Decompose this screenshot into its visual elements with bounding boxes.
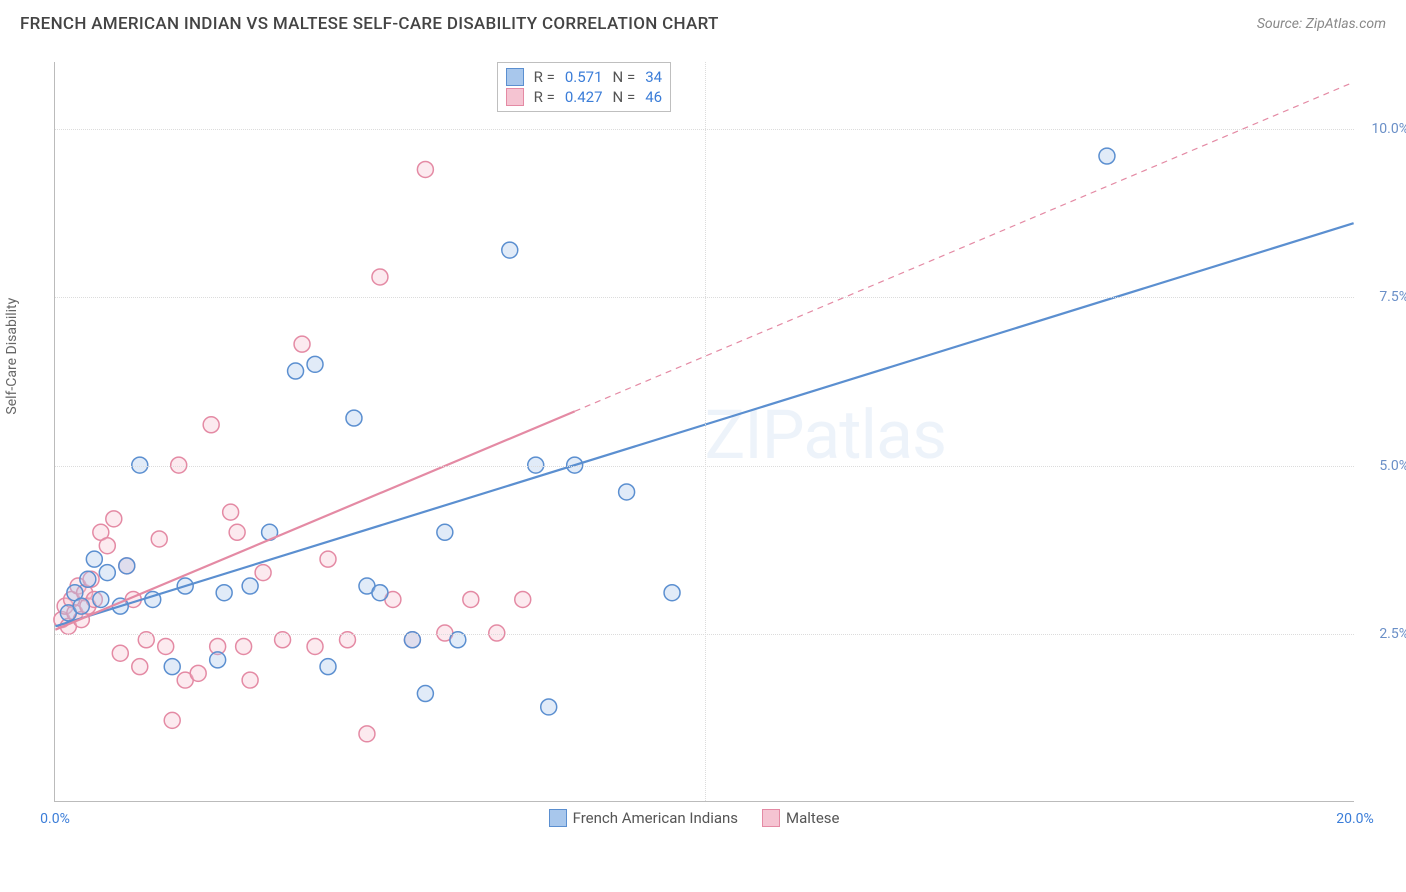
scatter-point — [359, 726, 375, 742]
legend-r-label: R = — [534, 68, 555, 86]
scatter-point — [242, 578, 258, 594]
scatter-point — [223, 504, 239, 520]
legend-swatch — [506, 88, 524, 106]
y-tick-label: 5.0% — [1359, 458, 1406, 474]
legend-series-item: Maltese — [762, 809, 839, 827]
scatter-point — [437, 524, 453, 540]
legend-n-label: N = — [613, 68, 636, 86]
scatter-point — [99, 565, 115, 581]
y-tick-label: 10.0% — [1359, 121, 1406, 137]
trend-line-extension — [575, 82, 1354, 411]
trend-line — [55, 411, 574, 629]
scatter-point — [236, 638, 252, 654]
scatter-point — [417, 162, 433, 178]
y-axis-label: Self-Care Disability — [4, 298, 20, 415]
legend-r-label: R = — [534, 88, 555, 106]
scatter-point — [417, 686, 433, 702]
legend-series-label: French American Indians — [573, 809, 738, 827]
scatter-point — [664, 585, 680, 601]
chart-title: FRENCH AMERICAN INDIAN VS MALTESE SELF-C… — [20, 14, 719, 34]
y-tick-label: 2.5% — [1359, 626, 1406, 642]
scatter-point — [151, 531, 167, 547]
legend-r-value: 0.571 — [565, 68, 603, 86]
scatter-point — [515, 591, 531, 607]
legend-n-value: 34 — [645, 68, 662, 86]
scatter-point — [1099, 148, 1115, 164]
chart-container: Self-Care Disability 2.5%5.0%7.5%10.0%0.… — [32, 50, 1392, 880]
scatter-point — [242, 672, 258, 688]
scatter-point — [541, 699, 557, 715]
scatter-point — [372, 585, 388, 601]
scatter-point — [203, 417, 219, 433]
scatter-point — [307, 638, 323, 654]
legend-stats: R = 0.571 N = 34R = 0.427 N = 46 — [497, 62, 671, 112]
scatter-point — [255, 565, 271, 581]
scatter-point — [86, 551, 102, 567]
legend-series: French American Indians Maltese — [549, 809, 840, 827]
scatter-point — [99, 538, 115, 554]
scatter-point — [320, 551, 336, 567]
scatter-point — [216, 585, 232, 601]
scatter-point — [106, 511, 122, 527]
legend-swatch — [549, 809, 567, 827]
scatter-point — [210, 652, 226, 668]
legend-n-label: N = — [613, 88, 636, 106]
legend-stats-row: R = 0.427 N = 46 — [506, 87, 662, 107]
scatter-point — [463, 591, 479, 607]
y-tick-label: 7.5% — [1359, 289, 1406, 305]
source-label: Source: ZipAtlas.com — [1257, 16, 1386, 32]
plot-area: 2.5%5.0%7.5%10.0%0.0%20.0%ZIPatlasR = 0.… — [54, 62, 1354, 802]
scatter-point — [346, 410, 362, 426]
scatter-point — [93, 591, 109, 607]
scatter-point — [158, 638, 174, 654]
scatter-point — [80, 571, 96, 587]
scatter-point — [229, 524, 245, 540]
scatter-point — [164, 659, 180, 675]
scatter-point — [372, 269, 388, 285]
scatter-point — [619, 484, 635, 500]
scatter-point — [288, 363, 304, 379]
gridline-v — [705, 62, 706, 801]
scatter-point — [294, 336, 310, 352]
scatter-point — [73, 598, 89, 614]
scatter-point — [119, 558, 135, 574]
scatter-point — [132, 659, 148, 675]
legend-series-item: French American Indians — [549, 809, 738, 827]
legend-series-label: Maltese — [786, 809, 839, 827]
scatter-point — [320, 659, 336, 675]
x-tick-label: 20.0% — [1336, 811, 1374, 827]
scatter-point — [502, 242, 518, 258]
legend-stats-row: R = 0.571 N = 34 — [506, 67, 662, 87]
scatter-point — [190, 665, 206, 681]
scatter-point — [112, 645, 128, 661]
legend-n-value: 46 — [645, 88, 662, 106]
legend-r-value: 0.427 — [565, 88, 603, 106]
scatter-point — [307, 356, 323, 372]
x-tick-label: 0.0% — [40, 811, 70, 827]
legend-swatch — [506, 68, 524, 86]
scatter-point — [164, 712, 180, 728]
legend-swatch — [762, 809, 780, 827]
